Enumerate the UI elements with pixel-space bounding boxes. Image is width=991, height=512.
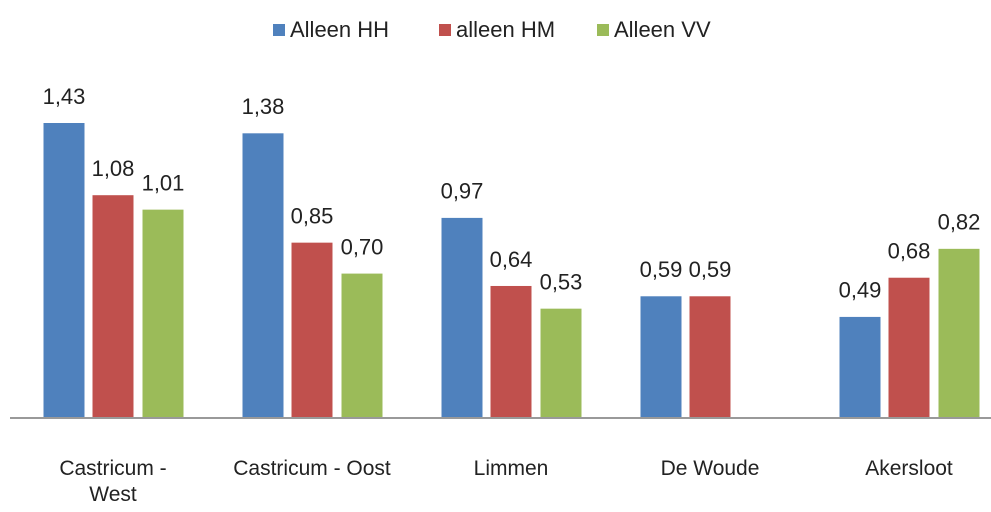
legend-label: Alleen HH (290, 17, 389, 42)
bar (540, 308, 582, 418)
data-label: 1,01 (142, 170, 185, 195)
data-label: 0,97 (441, 179, 484, 204)
data-label: 0,59 (689, 257, 732, 282)
data-label: 0,70 (341, 234, 384, 259)
data-label: 0,59 (640, 257, 683, 282)
bar (92, 195, 134, 418)
bar (43, 123, 85, 418)
data-label: 0,53 (540, 269, 583, 294)
x-tick-label: Castricum - Oost (233, 457, 391, 480)
bar (291, 242, 333, 418)
bar (888, 277, 930, 418)
bar (490, 285, 532, 418)
data-label: 0,64 (490, 247, 533, 272)
x-tick-label: Akersloot (865, 457, 953, 480)
x-tick-label: Limmen (473, 457, 549, 480)
bar (938, 248, 980, 418)
legend-swatch (439, 24, 451, 36)
bar (640, 296, 682, 418)
data-label: 0,85 (291, 203, 334, 228)
data-label: 0,82 (938, 210, 981, 235)
data-label: 1,43 (43, 84, 86, 109)
data-label: 1,08 (92, 156, 135, 181)
x-tick-label: De Woude (660, 457, 760, 480)
bar (441, 217, 483, 418)
legend-swatch (597, 24, 609, 36)
bar (341, 273, 383, 418)
x-tick-label: Castricum - West (59, 457, 167, 506)
legend-label: Alleen VV (614, 17, 711, 42)
data-label: 1,38 (242, 94, 285, 119)
bar (142, 209, 184, 418)
data-label: 0,49 (839, 278, 882, 303)
bar (839, 316, 881, 418)
legend-label: alleen HM (456, 17, 555, 42)
bar (689, 296, 731, 418)
bar (242, 133, 284, 418)
data-label: 0,68 (888, 239, 931, 264)
legend-swatch (273, 24, 285, 36)
